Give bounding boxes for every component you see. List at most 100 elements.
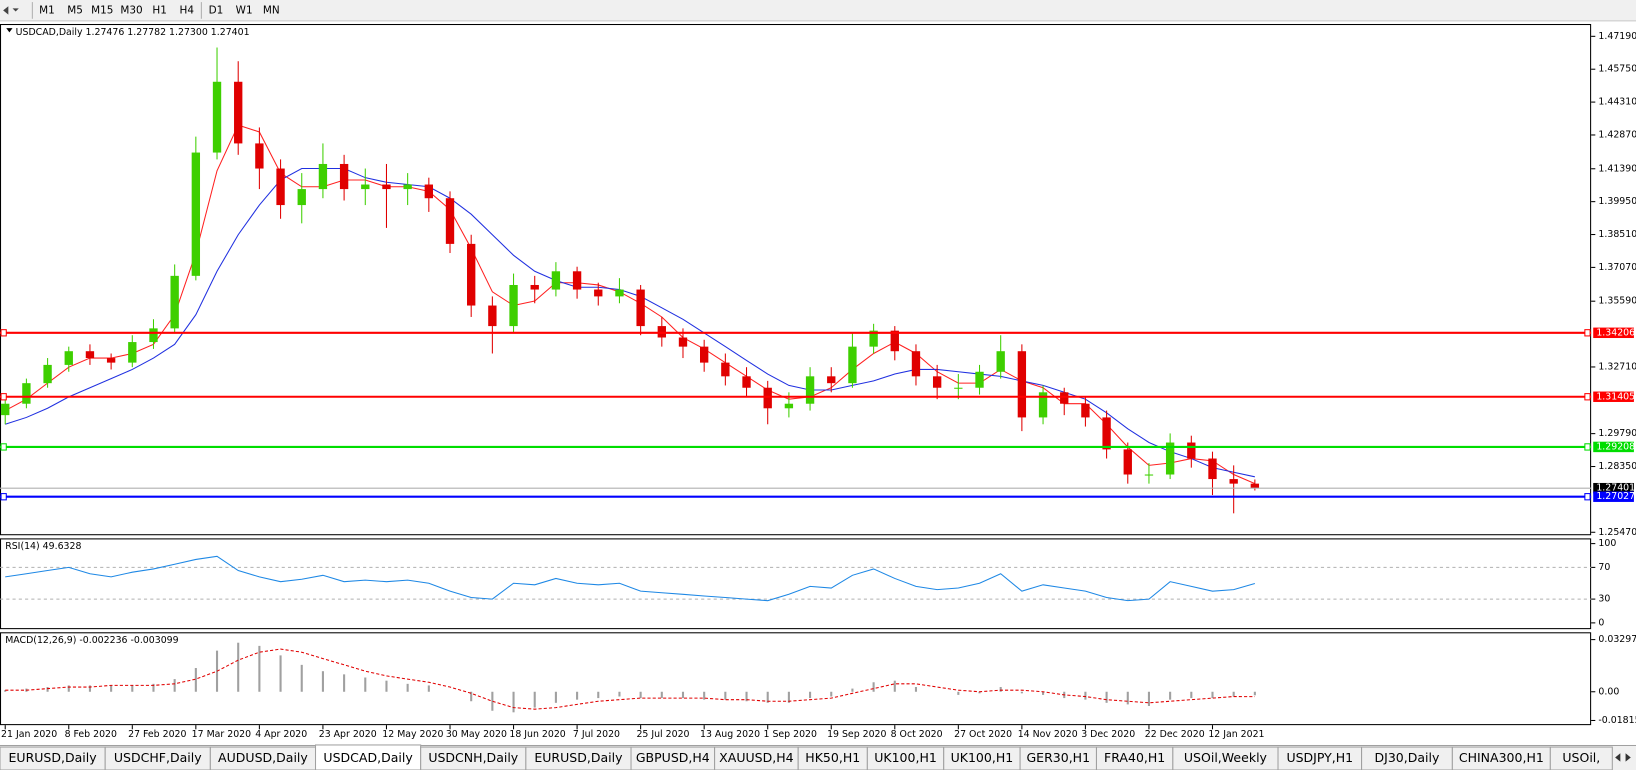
symbol-tab[interactable]: EURUSD,Daily (0, 746, 106, 770)
macd-bar (830, 691, 833, 697)
moving-average (5, 167, 1255, 478)
y-tick-label: 1.28350 (1598, 461, 1636, 472)
symbol-tab[interactable]: UK100,H1 (943, 746, 1021, 770)
tab-label: USDCNH,Daily (428, 750, 518, 765)
x-tick-label: 23 Apr 2020 (319, 729, 377, 740)
timeframe-button[interactable]: M15 (91, 4, 113, 16)
symbol-tab[interactable]: USOil, (1549, 746, 1613, 770)
timeframe-button[interactable]: M5 (67, 4, 83, 16)
macd-bar (999, 687, 1002, 692)
symbol-tab[interactable]: XAUUSD,H4 (714, 746, 799, 770)
candle-body (318, 163, 328, 190)
candle-body (615, 289, 624, 297)
candle-body (954, 387, 963, 389)
title-arrow (6, 28, 13, 33)
candle-body (445, 198, 455, 244)
macd-bar (131, 685, 134, 692)
y-tick-label: 1.47190 (1598, 31, 1636, 42)
timeframe-button[interactable]: M1 (39, 4, 55, 16)
tab-label: EURUSD,Daily (534, 750, 623, 765)
macd-bar (554, 691, 557, 703)
symbol-tab[interactable]: GER30,H1 (1019, 746, 1097, 770)
candle-body (22, 383, 31, 404)
symbol-tab[interactable]: AUDUSD,Daily (209, 746, 317, 770)
symbol-tab[interactable]: FRA40,H1 (1095, 746, 1174, 770)
candle-body (699, 346, 709, 363)
symbol-tab[interactable]: USDCNH,Daily (420, 746, 527, 770)
level-box (1593, 491, 1634, 502)
y-tick-label: 1.39950 (1598, 196, 1636, 207)
candle-body (996, 351, 1005, 372)
symbol-tab[interactable]: USOil,Weekly (1172, 746, 1279, 770)
tab-label: UK100,H1 (951, 750, 1014, 765)
level-handle (0, 493, 7, 501)
y-tick-label: 0.032972 (1598, 634, 1636, 645)
candle-body (276, 168, 285, 206)
level-box (1593, 441, 1634, 453)
macd-bar (766, 691, 769, 703)
tab-label: USDCHF,Daily (114, 750, 202, 765)
timeframe-label: H4 (180, 4, 195, 16)
tab-scroll[interactable] (1615, 753, 1631, 762)
panel-title: RSI(14) 49.6328 (5, 541, 81, 552)
macd-bar (152, 683, 155, 692)
timeframe-button[interactable]: H1 (152, 4, 166, 16)
macd-bar (300, 664, 303, 692)
timeframe-button[interactable]: W1 (236, 4, 253, 16)
symbol-tab[interactable]: UK100,H1 (866, 746, 945, 770)
candle-body (339, 163, 349, 190)
macd-bar (194, 668, 197, 692)
candle-body (1081, 403, 1090, 418)
symbol-tab[interactable]: HK50,H1 (797, 746, 868, 770)
level-box (1593, 391, 1634, 402)
timeframe-label: MN (263, 4, 280, 16)
tab-label: GER30,H1 (1026, 750, 1090, 765)
symbol-tab[interactable]: EURUSD,Daily (525, 746, 632, 770)
macd-bar (1126, 691, 1129, 705)
candle-body (382, 184, 391, 190)
x-tick-label: 7 Jul 2020 (573, 729, 620, 740)
candle-body (636, 289, 645, 327)
symbol-tab[interactable]: DJ30,Daily (1361, 746, 1453, 770)
timeframe-button[interactable]: D1 (209, 4, 224, 16)
y-tick-label: 30 (1598, 594, 1610, 605)
macd-bar (258, 645, 261, 692)
x-tick-label: 18 Jun 2020 (509, 729, 565, 740)
candle-body (1144, 474, 1154, 476)
symbol-tab[interactable]: USDJPY,H1 (1277, 746, 1363, 770)
symbol-tab[interactable]: GBPUSD,H4 (630, 746, 716, 770)
x-tick-label: 17 Mar 2020 (192, 729, 251, 740)
timeframe-button[interactable]: MN (263, 4, 280, 16)
y-tick-label: 1.38510 (1598, 229, 1636, 240)
symbol-tab[interactable]: USDCAD,Daily (314, 744, 422, 770)
macd-bar (787, 691, 790, 703)
candle-body (1017, 351, 1027, 418)
tab-label: AUDUSD,Daily (218, 750, 308, 765)
level-box (1593, 327, 1634, 339)
y-tick-label: 1.29790 (1598, 428, 1636, 439)
level-label: 1.31405 (1596, 391, 1635, 402)
macd-bar (385, 680, 388, 692)
macd-bar (957, 691, 960, 695)
tab-label: FRA40,H1 (1104, 750, 1165, 765)
candle-body (1060, 392, 1069, 404)
symbol-tab[interactable]: USDCHF,Daily (104, 746, 211, 770)
candle-body (1229, 479, 1238, 484)
y-tick-label: 0.00 (1598, 686, 1619, 697)
moving-average (4, 124, 1256, 485)
toolbar-icon[interactable] (3, 6, 19, 15)
candle-body (212, 81, 222, 153)
timeframe-label: M15 (91, 4, 113, 16)
macd-bar (1020, 691, 1023, 694)
x-tick-label: 12 Jan 2021 (1208, 729, 1264, 740)
symbol-tab[interactable]: CHINA300,H1 (1451, 746, 1551, 770)
macd-bar (1190, 691, 1193, 699)
candle-body (551, 271, 561, 290)
candle-body (424, 184, 433, 199)
timeframe-button[interactable]: M30 (120, 4, 142, 16)
candle-body (467, 243, 476, 306)
timeframe-button[interactable]: H4 (180, 4, 195, 16)
y-tick-label: 1.25470 (1598, 527, 1636, 538)
tab-label: USOil, (1562, 750, 1600, 765)
macd-bar (427, 685, 430, 692)
